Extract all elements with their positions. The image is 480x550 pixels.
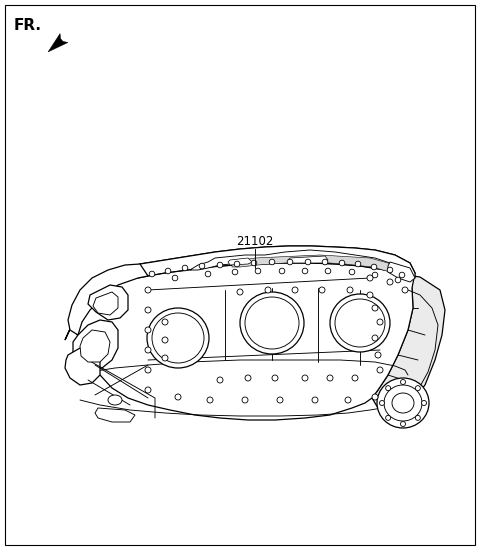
- Polygon shape: [135, 246, 415, 278]
- Circle shape: [377, 367, 383, 373]
- Circle shape: [232, 269, 238, 275]
- Ellipse shape: [245, 297, 299, 349]
- Ellipse shape: [330, 294, 390, 352]
- Circle shape: [237, 289, 243, 295]
- Polygon shape: [80, 330, 110, 362]
- Circle shape: [325, 268, 331, 274]
- Circle shape: [162, 319, 168, 325]
- Circle shape: [269, 259, 275, 265]
- Circle shape: [182, 265, 188, 271]
- Polygon shape: [73, 320, 118, 370]
- Circle shape: [207, 397, 213, 403]
- Circle shape: [165, 268, 171, 274]
- Circle shape: [327, 375, 333, 381]
- Ellipse shape: [108, 395, 122, 405]
- Circle shape: [145, 347, 151, 353]
- Circle shape: [145, 387, 151, 393]
- Circle shape: [387, 267, 393, 273]
- Circle shape: [377, 319, 383, 325]
- Ellipse shape: [147, 308, 209, 368]
- Circle shape: [372, 272, 378, 278]
- Circle shape: [402, 287, 408, 293]
- Circle shape: [385, 415, 391, 420]
- Circle shape: [277, 397, 283, 403]
- Circle shape: [292, 287, 298, 293]
- Circle shape: [339, 260, 345, 266]
- Circle shape: [349, 269, 355, 275]
- Circle shape: [175, 394, 181, 400]
- Circle shape: [245, 375, 251, 381]
- Ellipse shape: [392, 393, 414, 413]
- Circle shape: [217, 262, 223, 268]
- Circle shape: [145, 307, 151, 313]
- Circle shape: [272, 375, 278, 381]
- Circle shape: [345, 397, 351, 403]
- Circle shape: [287, 259, 293, 265]
- Polygon shape: [65, 348, 100, 385]
- Circle shape: [367, 292, 373, 298]
- Circle shape: [372, 394, 378, 400]
- Circle shape: [265, 287, 271, 293]
- Circle shape: [251, 260, 257, 266]
- Circle shape: [400, 379, 406, 384]
- Circle shape: [347, 287, 353, 293]
- Circle shape: [421, 400, 427, 405]
- Circle shape: [279, 268, 285, 274]
- Polygon shape: [190, 250, 400, 272]
- Circle shape: [234, 261, 240, 267]
- Ellipse shape: [152, 313, 204, 363]
- Text: 21102: 21102: [236, 235, 274, 248]
- Circle shape: [305, 259, 311, 265]
- Circle shape: [352, 375, 358, 381]
- Polygon shape: [232, 255, 398, 272]
- Circle shape: [375, 352, 381, 358]
- Circle shape: [415, 415, 420, 420]
- Ellipse shape: [384, 385, 422, 421]
- Polygon shape: [65, 246, 415, 420]
- Circle shape: [371, 264, 377, 270]
- Polygon shape: [288, 256, 328, 263]
- Polygon shape: [93, 292, 118, 315]
- Circle shape: [162, 355, 168, 361]
- Circle shape: [255, 268, 261, 274]
- Circle shape: [312, 397, 318, 403]
- Circle shape: [319, 287, 325, 293]
- Circle shape: [162, 337, 168, 343]
- Circle shape: [302, 375, 308, 381]
- Circle shape: [145, 327, 151, 333]
- Circle shape: [372, 335, 378, 341]
- Polygon shape: [95, 408, 135, 422]
- Text: FR.: FR.: [14, 18, 42, 33]
- Circle shape: [145, 287, 151, 293]
- Circle shape: [399, 272, 405, 278]
- Circle shape: [242, 397, 248, 403]
- Circle shape: [372, 305, 378, 311]
- Circle shape: [172, 275, 178, 281]
- Circle shape: [149, 271, 155, 277]
- Circle shape: [302, 268, 308, 274]
- Circle shape: [355, 261, 361, 267]
- Polygon shape: [388, 262, 415, 282]
- Polygon shape: [68, 264, 148, 335]
- Circle shape: [367, 275, 373, 281]
- Circle shape: [415, 386, 420, 390]
- Circle shape: [217, 377, 223, 383]
- Circle shape: [400, 421, 406, 426]
- Ellipse shape: [377, 378, 429, 428]
- Circle shape: [395, 277, 401, 283]
- Circle shape: [205, 271, 211, 277]
- Circle shape: [145, 367, 151, 373]
- Polygon shape: [370, 270, 445, 413]
- Circle shape: [199, 263, 205, 269]
- Circle shape: [322, 259, 328, 265]
- Circle shape: [385, 386, 391, 390]
- Polygon shape: [48, 34, 68, 52]
- Ellipse shape: [240, 292, 304, 354]
- Ellipse shape: [335, 299, 385, 347]
- Polygon shape: [88, 285, 128, 320]
- Polygon shape: [228, 258, 252, 265]
- Circle shape: [380, 400, 384, 405]
- Circle shape: [387, 279, 393, 285]
